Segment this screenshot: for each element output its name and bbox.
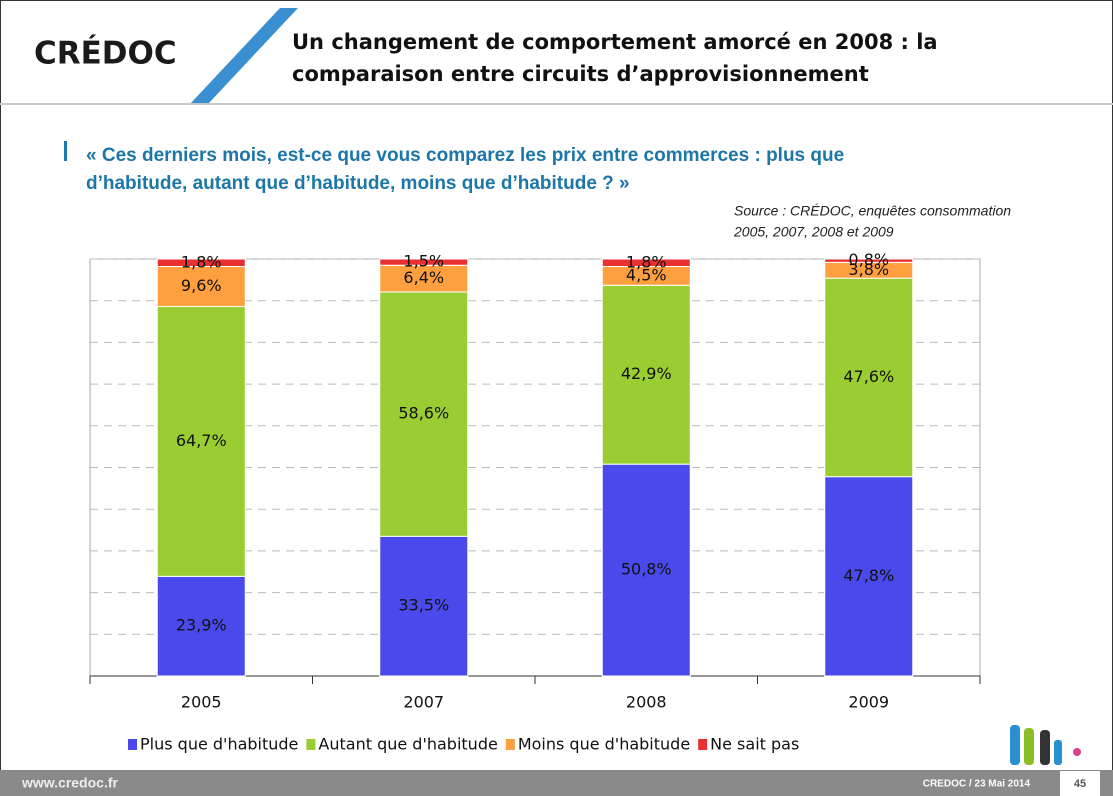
source-line: Source : CRÉDOC, enquêtes consommation [734, 203, 1011, 219]
value-label: 9,6% [181, 276, 222, 295]
bar-segment [379, 264, 469, 293]
bar-segment [156, 266, 246, 308]
value-label: 42,9% [621, 364, 672, 383]
value-label: 4,5% [626, 265, 667, 284]
legend-swatch [698, 739, 708, 750]
value-label: 3,8% [848, 260, 889, 279]
title-line: comparaison entre circuits d’approvision… [292, 62, 869, 86]
bullet [64, 141, 67, 161]
footer-url: www.credoc.fr [21, 775, 119, 791]
value-label: 64,7% [176, 431, 227, 450]
footer-date: CREDOC / 23 Mai 2014 [923, 779, 1031, 790]
x-tick-label: 2008 [626, 693, 667, 712]
x-tick-label: 2009 [848, 693, 889, 712]
x-tick-label: 2007 [403, 693, 444, 712]
bar-segment [601, 463, 691, 677]
question-line: « Ces derniers mois, est-ce que vous com… [86, 145, 844, 166]
value-label: 0,8% [848, 250, 889, 269]
bar-segment [601, 258, 691, 268]
bar-segment [379, 535, 469, 677]
question-line: d’habitude, autant que d’habitude, moins… [86, 173, 630, 194]
legend-swatch [128, 739, 137, 750]
value-label: 58,6% [398, 404, 449, 423]
source-line: 2005, 2007, 2008 et 2009 [733, 224, 894, 240]
header-stripe [190, 8, 298, 104]
bar-segment [379, 291, 469, 537]
value-label: 6,4% [403, 268, 444, 287]
legend-label: Autant que d'habitude [318, 735, 497, 754]
people-icon [1010, 725, 1081, 765]
value-label: 1,8% [626, 252, 667, 271]
bar-segment [824, 476, 914, 677]
value-label: 33,5% [398, 596, 449, 615]
value-label: 1,8% [181, 252, 222, 271]
x-tick-label: 2005 [181, 693, 222, 712]
bar-segment [824, 258, 914, 263]
legend-swatch [306, 739, 316, 750]
logo: CRÉDOC [34, 36, 177, 72]
value-label: 47,6% [843, 367, 894, 386]
footer-bar [0, 770, 1113, 796]
plot: 2005 23,9% 64,7% 9,6% 1,8% 2007 33,5% 58,6% 6,4%… [89, 250, 981, 754]
bar-segment [156, 306, 246, 577]
bar-segment [824, 277, 914, 478]
legend-label: Plus que d'habitude [140, 735, 298, 754]
bar-segment [379, 258, 469, 266]
value-label: 1,5% [403, 252, 444, 271]
value-label: 23,9% [176, 616, 227, 635]
value-label: 47,8% [843, 566, 894, 585]
bar-segment [601, 284, 691, 465]
page-number: 45 [1074, 778, 1086, 790]
value-label: 50,8% [621, 560, 672, 579]
page-box [1060, 771, 1100, 796]
legend-swatch [505, 739, 515, 750]
legend-label: Ne sait pas [710, 735, 799, 754]
legend-label: Moins que d'habitude [518, 735, 690, 754]
title-line: Un changement de comportement amorcé en … [292, 30, 938, 54]
bar-segment [156, 258, 246, 268]
